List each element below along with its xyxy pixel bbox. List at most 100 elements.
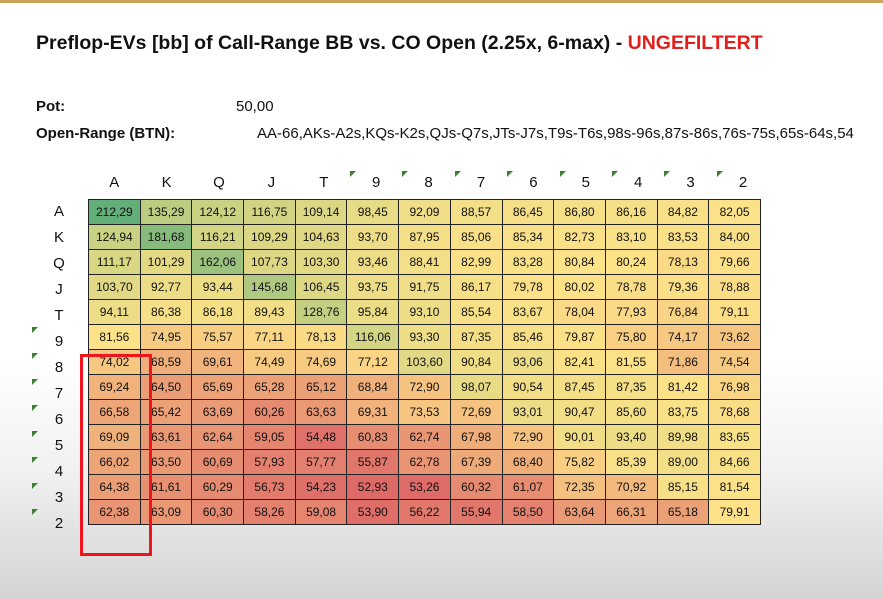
ev-cell: 80,84 [553, 249, 606, 275]
ev-cell: 82,41 [553, 349, 606, 375]
ev-cell: 79,11 [708, 299, 761, 325]
ev-cell: 89,43 [243, 299, 296, 325]
ev-cell: 212,29 [88, 199, 141, 225]
comment-marker-icon [32, 327, 38, 333]
row-header: 4 [54, 463, 64, 480]
comment-marker-icon [32, 405, 38, 411]
column-header: A [109, 174, 120, 191]
ev-cell: 67,98 [449, 424, 503, 450]
ev-cell: 75,80 [604, 324, 658, 350]
ev-cell: 92,77 [139, 274, 193, 300]
column-header: T [319, 174, 329, 191]
ev-cell: 58,26 [243, 499, 296, 525]
comment-marker-icon [32, 353, 38, 359]
ev-cell: 86,45 [501, 199, 555, 225]
ev-cell: 89,98 [656, 424, 710, 450]
ev-cell: 70,92 [604, 474, 658, 500]
ev-cell: 89,00 [656, 449, 710, 475]
ev-cell: 83,10 [604, 224, 658, 250]
ev-cell: 135,29 [139, 199, 193, 225]
ev-cell: 69,61 [191, 349, 245, 375]
column-header: Q [213, 174, 225, 191]
ev-cell: 90,47 [553, 399, 606, 425]
ev-cell: 63,09 [139, 499, 193, 525]
grid-row: 66,02 63,50 60,69 57,93 57,77 55,87 62,78 67,39… [88, 449, 761, 475]
comment-marker-icon [559, 171, 566, 177]
ev-cell: 78,88 [708, 274, 761, 300]
ev-cell: 87,45 [553, 374, 606, 400]
ev-cell: 61,07 [501, 474, 555, 500]
comment-marker-icon [32, 379, 38, 385]
ev-cell: 74,17 [656, 324, 710, 350]
ev-cell: 68,40 [501, 449, 555, 475]
ev-cell: 65,28 [243, 374, 296, 400]
ev-cell: 93,10 [398, 299, 451, 325]
title-highlight: UNGEFILTERT [627, 32, 763, 54]
ev-cell: 55,87 [346, 449, 400, 475]
ev-cell: 64,38 [88, 474, 141, 500]
pot-value: 50,00 [236, 98, 274, 115]
grid-row: 69,09 63,61 62,64 59,05 54,48 60,83 62,74 67,98… [88, 424, 761, 450]
ev-cell: 90,54 [501, 374, 555, 400]
column-header: 9 [372, 174, 381, 191]
page-title: Preflop-EVs [bb] of Call-Range BB vs. CO… [36, 32, 763, 55]
ev-cell: 63,63 [294, 399, 348, 425]
grid-row: 64,38 61,61 60,29 56,73 54,23 52,93 53,26 60,32… [88, 474, 761, 500]
ev-cell: 93,01 [501, 399, 555, 425]
ev-cell: 78,13 [294, 324, 348, 350]
ev-cell: 85,60 [604, 399, 658, 425]
ev-cell: 63,69 [191, 399, 245, 425]
ev-cell: 55,94 [449, 499, 503, 525]
pot-label: Pot: [36, 98, 66, 115]
open-range-label: Open-Range (BTN): [36, 125, 176, 142]
ev-cell: 80,24 [604, 249, 658, 275]
ev-cell: 83,53 [656, 224, 710, 250]
ev-cell: 53,26 [398, 474, 451, 500]
ev-cell: 86,80 [553, 199, 606, 225]
ev-cell: 66,31 [604, 499, 658, 525]
comment-marker-icon [402, 171, 409, 177]
ev-cell: 63,61 [139, 424, 193, 450]
ev-cell: 62,38 [88, 499, 141, 525]
grid-row: 94,11 86,38 86,18 89,43 128,76 95,84 93,10 85,5… [88, 299, 761, 325]
ev-cell: 62,64 [191, 424, 245, 450]
grid-row: 212,29 135,29 124,12 116,75 109,14 98,45 92,09… [88, 199, 761, 225]
ev-cell: 124,94 [88, 224, 141, 250]
comment-marker-icon [612, 171, 618, 177]
ev-cell: 109,14 [294, 199, 348, 225]
ev-cell: 85,46 [501, 324, 555, 350]
comment-marker-icon [454, 171, 461, 177]
ev-cell: 103,30 [294, 249, 348, 275]
ev-cell: 66,02 [88, 449, 141, 475]
ev-cell: 107,73 [243, 249, 296, 275]
ev-cell: 65,18 [656, 499, 710, 525]
ev-cell: 73,53 [398, 399, 451, 425]
ev-cell: 56,73 [243, 474, 296, 500]
ev-cell: 54,23 [294, 474, 348, 500]
ev-cell: 90,84 [449, 349, 503, 375]
ev-cell: 74,49 [243, 349, 296, 375]
selection-highlight-box [80, 354, 152, 556]
ev-cell: 87,35 [604, 374, 658, 400]
ev-cell: 72,90 [398, 374, 451, 400]
grid-row: 66,58 65,42 63,69 60,26 63,63 69,31 73,53 72,69… [88, 399, 761, 425]
ev-cell: 87,35 [449, 324, 503, 350]
ev-cell: 62,74 [398, 424, 451, 450]
ev-cell: 65,69 [191, 374, 245, 400]
ev-cell: 73,62 [708, 324, 761, 350]
ev-cell: 81,55 [604, 349, 658, 375]
ev-cell: 62,78 [398, 449, 451, 475]
ev-cell: 111,17 [88, 249, 141, 275]
ev-cell: 116,75 [243, 199, 296, 225]
ev-cell: 71,86 [656, 349, 710, 375]
ev-cell: 103,60 [398, 349, 451, 375]
grid-row: 62,38 63,09 60,30 58,26 59,08 53,90 56,22 55,94… [88, 499, 761, 525]
column-header: 7 [476, 174, 486, 191]
row-header: 7 [54, 385, 64, 402]
ev-cell: 76,84 [656, 299, 710, 325]
ev-cell: 53,90 [346, 499, 400, 525]
ev-cell: 109,29 [243, 224, 296, 250]
ev-cell: 69,09 [88, 424, 141, 450]
ev-cell: 93,75 [346, 274, 400, 300]
ev-cell: 60,30 [191, 499, 245, 525]
